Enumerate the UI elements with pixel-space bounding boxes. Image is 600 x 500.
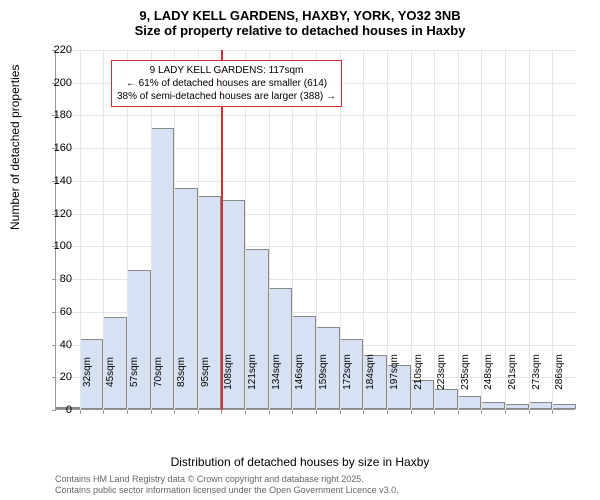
xtick-label: 134sqm — [271, 354, 282, 390]
annotation-line1: 9 LADY KELL GARDENS: 117sqm — [117, 64, 336, 77]
ytick-label: 120 — [42, 208, 72, 220]
x-axis-label: Distribution of detached houses by size … — [0, 455, 600, 469]
histogram-bar — [434, 389, 458, 409]
xtick-label: 83sqm — [176, 357, 187, 387]
xtick-label: 172sqm — [342, 354, 353, 390]
annotation-line2: ← 61% of detached houses are smaller (61… — [117, 77, 336, 90]
ytick-label: 220 — [42, 44, 72, 56]
xtick-label: 235sqm — [460, 354, 471, 390]
ytick-label: 40 — [42, 339, 72, 351]
histogram-bar — [529, 402, 553, 409]
xtick-label: 210sqm — [413, 354, 424, 390]
ytick-label: 0 — [42, 404, 72, 416]
title-line2: Size of property relative to detached ho… — [0, 23, 600, 38]
xtick-label: 70sqm — [153, 357, 164, 387]
xtick-label: 45sqm — [105, 357, 116, 387]
histogram-bar — [505, 404, 529, 409]
xtick-label: 223sqm — [436, 354, 447, 390]
xtick-label: 261sqm — [507, 354, 518, 390]
y-axis-label: Number of detached properties — [8, 65, 22, 230]
xtick-label: 95sqm — [200, 357, 211, 387]
footer-line1: Contains HM Land Registry data © Crown c… — [55, 474, 399, 485]
xtick-label: 108sqm — [223, 354, 234, 390]
xtick-label: 248sqm — [483, 354, 494, 390]
ytick-label: 200 — [42, 77, 72, 89]
histogram-bar — [458, 396, 482, 409]
histogram-bar — [269, 288, 293, 409]
ytick-label: 80 — [42, 273, 72, 285]
ytick-label: 60 — [42, 306, 72, 318]
ytick-label: 140 — [42, 175, 72, 187]
xtick-label: 197sqm — [389, 354, 400, 390]
xtick-label: 146sqm — [294, 354, 305, 390]
xtick-label: 273sqm — [531, 354, 542, 390]
ytick-label: 100 — [42, 240, 72, 252]
footer-line2: Contains public sector information licen… — [55, 485, 399, 496]
annotation-line3: 38% of semi-detached houses are larger (… — [117, 90, 336, 103]
xtick-label: 32sqm — [82, 357, 93, 387]
ytick-label: 180 — [42, 109, 72, 121]
histogram-bar — [127, 270, 151, 409]
footer-attribution: Contains HM Land Registry data © Crown c… — [55, 474, 399, 496]
xtick-label: 184sqm — [365, 354, 376, 390]
title-line1: 9, LADY KELL GARDENS, HAXBY, YORK, YO32 … — [0, 8, 600, 23]
histogram-bar — [552, 404, 576, 409]
xtick-label: 159sqm — [318, 354, 329, 390]
annotation-box: 9 LADY KELL GARDENS: 117sqm← 61% of deta… — [111, 60, 342, 107]
ytick-label: 160 — [42, 142, 72, 154]
histogram-bar — [481, 402, 505, 409]
chart-title-block: 9, LADY KELL GARDENS, HAXBY, YORK, YO32 … — [0, 0, 600, 38]
xtick-label: 121sqm — [247, 354, 258, 390]
ytick-label: 20 — [42, 371, 72, 383]
xtick-label: 286sqm — [554, 354, 565, 390]
xtick-label: 57sqm — [129, 357, 140, 387]
